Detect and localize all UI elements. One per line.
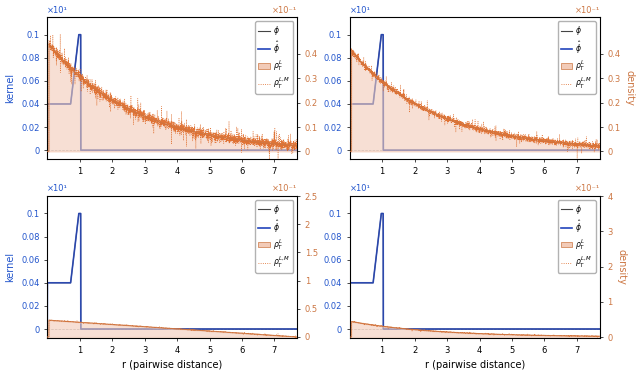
Legend: $\phi$, $\hat{\phi}$, $\rho_T^L$, $\rho_T^{L,M}$: $\phi$, $\hat{\phi}$, $\rho_T^L$, $\rho_… [558,21,596,94]
Text: ×10¹: ×10¹ [47,6,68,15]
Text: ×10⁻¹: ×10⁻¹ [575,6,600,15]
Y-axis label: kernel: kernel [6,73,15,103]
Text: ×10⁻¹: ×10⁻¹ [272,184,297,193]
X-axis label: r (pairwise distance): r (pairwise distance) [122,361,222,370]
Text: ×10¹: ×10¹ [349,184,371,193]
Text: ×10¹: ×10¹ [47,184,68,193]
Legend: $\phi$, $\hat{\phi}$, $\rho_T^L$, $\rho_T^{L,M}$: $\phi$, $\hat{\phi}$, $\rho_T^L$, $\rho_… [558,200,596,273]
Text: ×10⁻¹: ×10⁻¹ [272,6,297,15]
Text: ×10¹: ×10¹ [349,6,371,15]
Legend: $\phi$, $\hat{\phi}$, $\rho_T^L$, $\rho_T^{L,M}$: $\phi$, $\hat{\phi}$, $\rho_T^L$, $\rho_… [255,200,293,273]
Text: ×10⁻¹: ×10⁻¹ [575,184,600,193]
Y-axis label: density: density [616,249,627,285]
Y-axis label: kernel: kernel [6,252,15,282]
X-axis label: r (pairwise distance): r (pairwise distance) [424,361,525,370]
Legend: $\phi$, $\hat{\phi}$, $\rho_T^L$, $\rho_T^{L,M}$: $\phi$, $\hat{\phi}$, $\rho_T^L$, $\rho_… [255,21,293,94]
Y-axis label: density: density [625,70,634,106]
